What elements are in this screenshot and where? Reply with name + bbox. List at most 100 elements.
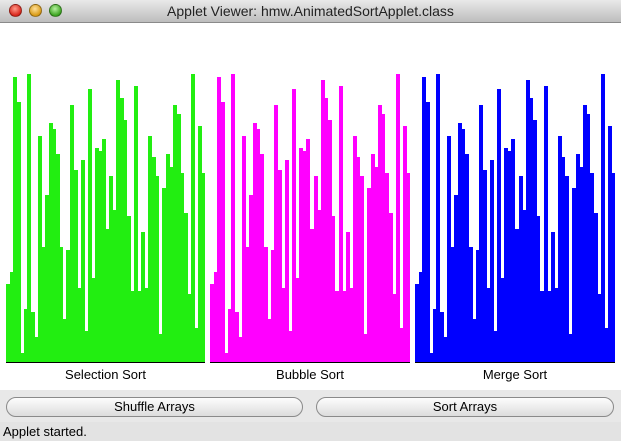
bubble-sort-bar [285, 160, 289, 362]
merge-sort-bar [432, 309, 437, 362]
selection-sort-bar [37, 136, 42, 362]
selection-sort-bar [151, 157, 156, 362]
selection-sort-bar [9, 272, 14, 362]
bubble-sort-bar [270, 250, 275, 362]
bubble-sort-bar [406, 173, 411, 362]
bubble-sort-bar [238, 337, 243, 362]
selection-sort-bar [137, 291, 142, 362]
bubble-sort-panel: Bubble Sort [210, 23, 411, 390]
bubble-sort-bar [210, 284, 214, 362]
merge-sort-bar [493, 331, 498, 362]
merge-sort-bar [504, 148, 509, 362]
merge-sort-bar [425, 102, 430, 362]
merge-sort-bar [611, 173, 616, 362]
bubble-sort-bar [320, 80, 325, 362]
merge-sort-bar [547, 291, 552, 362]
merge-sort-bar [415, 284, 419, 362]
merge-sort-bar [543, 86, 548, 362]
bubble-sort-bar [249, 195, 254, 362]
selection-sort-bar [16, 102, 21, 362]
bubble-sort-bar [374, 167, 379, 362]
merge-sort-bar [532, 120, 537, 362]
bubble-sort-bar [213, 272, 218, 362]
bubble-sort-bar [377, 105, 382, 362]
bubble-sort-bar [292, 89, 297, 362]
bubble-sort-bar [338, 86, 343, 362]
minimize-window-button[interactable] [29, 4, 42, 17]
bubble-sort-bar [263, 247, 268, 362]
status-bar: Applet started. [0, 422, 621, 441]
merge-sort-bar [582, 105, 587, 362]
bubble-sort-bar [324, 98, 329, 362]
merge-sort-bar [607, 126, 612, 362]
selection-sort-bar [144, 288, 149, 362]
selection-sort-bar [52, 129, 57, 362]
merge-sort-bar [450, 247, 455, 362]
bubble-sort-bar [345, 232, 350, 362]
bubble-sort-bar [231, 74, 236, 362]
selection-sort-bar [148, 136, 153, 362]
merge-sort-bar [515, 229, 519, 362]
merge-sort-bar [465, 154, 469, 362]
selection-sort-bar [84, 331, 89, 362]
bubble-sort-bar [235, 312, 239, 362]
close-window-button[interactable] [9, 4, 22, 17]
merge-sort-bar [457, 123, 462, 362]
bubble-sort-bar [281, 288, 286, 362]
merge-sort-bar [511, 139, 516, 362]
bubble-sort-bar [295, 278, 300, 362]
selection-sort-bar [162, 188, 167, 362]
merge-sort-bar [482, 170, 487, 362]
bubble-sort-bar [349, 288, 354, 362]
selection-sort-bar [194, 328, 199, 362]
selection-sort-bar [105, 229, 110, 362]
bubble-sort-bar [302, 151, 307, 362]
selection-sort-bar [190, 74, 195, 362]
shuffle-arrays-button[interactable]: Shuffle Arrays [6, 397, 303, 417]
merge-sort-bar [536, 216, 541, 362]
merge-sort-bar [565, 176, 569, 362]
merge-sort-bar [454, 195, 459, 362]
merge-sort-bar [500, 278, 505, 362]
selection-sort-baseline [6, 362, 205, 363]
merge-sort-bar [572, 188, 577, 362]
bubble-sort-bar [356, 157, 361, 362]
merge-sort-bar [557, 136, 562, 362]
merge-sort-bar [507, 151, 512, 362]
merge-sort-bar [461, 129, 466, 362]
sort-arrays-button[interactable]: Sort Arrays [316, 397, 614, 417]
merge-sort-bar [418, 272, 423, 362]
selection-sort-bar [41, 247, 46, 362]
merge-sort-bar [579, 167, 584, 362]
bubble-sort-bar [277, 170, 282, 362]
selection-sort-bar [69, 105, 74, 362]
merge-sort-bar [440, 312, 444, 362]
bubble-sort-bar [288, 331, 293, 362]
merge-sort-bar [593, 213, 598, 362]
selection-sort-bar [59, 247, 64, 362]
selection-sort-bar [183, 213, 188, 362]
bubble-sort-bar [402, 126, 407, 362]
merge-sort-bar [568, 334, 573, 362]
merge-sort-bar [604, 328, 609, 362]
bubble-sort-bar [360, 176, 364, 362]
selection-sort-bar [27, 74, 32, 362]
selection-sort-bar [48, 123, 53, 362]
merge-sort-label: Merge Sort [482, 367, 548, 382]
merge-sort-bar [472, 319, 477, 362]
bubble-sort-bar [385, 173, 389, 362]
merge-sort-bar [468, 247, 473, 362]
merge-sort-bar [443, 337, 448, 362]
bubble-sort-bar [317, 210, 322, 362]
zoom-window-button[interactable] [49, 4, 62, 17]
selection-sort-bar [91, 278, 96, 362]
bubble-sort-bar [256, 129, 261, 362]
bubble-sort-bar [224, 353, 229, 362]
bubble-sort-bar [306, 139, 311, 362]
merge-sort-bar [540, 291, 544, 362]
selection-sort-bar [23, 309, 28, 362]
selection-sort-bar [55, 154, 60, 362]
selection-sort-bar [176, 114, 181, 362]
merge-sort-bar [600, 74, 605, 362]
